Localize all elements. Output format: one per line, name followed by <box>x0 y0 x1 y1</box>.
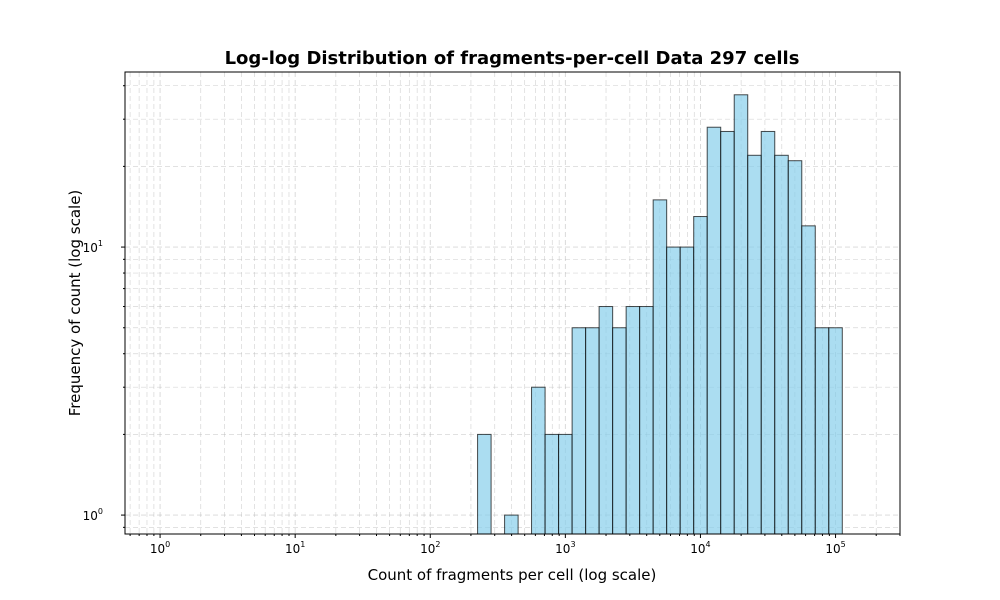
histogram-bar <box>666 246 681 535</box>
y-tick-label: 101 <box>83 239 103 255</box>
histogram-bar <box>585 327 600 535</box>
x-tick-label: 105 <box>825 540 845 556</box>
histogram-bar <box>774 154 789 535</box>
histogram-bar <box>544 433 560 535</box>
histogram-bar <box>828 327 843 535</box>
histogram-bar <box>612 327 627 535</box>
x-tick-label: 101 <box>285 540 305 556</box>
histogram-bar <box>693 216 708 535</box>
histogram-bar <box>639 306 654 535</box>
histogram-bar <box>720 130 735 535</box>
histogram-bar <box>504 514 519 535</box>
histogram-bar <box>760 130 776 535</box>
x-tick-label: 104 <box>690 540 710 556</box>
histogram-bar <box>558 433 573 535</box>
plot-frame <box>124 71 901 535</box>
histogram-bar <box>531 386 546 535</box>
histogram-bar <box>571 327 587 535</box>
x-tick-label: 103 <box>555 540 575 556</box>
histogram-bar <box>787 160 803 535</box>
x-axis-label: Count of fragments per cell (log scale) <box>368 566 657 584</box>
histogram-bar <box>652 199 668 535</box>
histogram-bar <box>747 154 762 535</box>
axis-ticks: 100 101 102 103 104 105 100 101 <box>83 85 901 556</box>
histogram-bar <box>706 126 722 535</box>
chart-title: Log-log Distribution of fragments-per-ce… <box>225 48 800 69</box>
histogram-bar <box>801 225 816 535</box>
y-tick-label: 100 <box>83 507 103 523</box>
histogram-bar <box>733 94 749 535</box>
histogram-bar <box>477 433 492 535</box>
y-axis-label: Frequency of count (log scale) <box>66 190 84 417</box>
histogram-bar <box>679 246 695 535</box>
histogram-bars <box>477 94 843 535</box>
histogram-bar <box>598 306 614 535</box>
histogram-bar <box>625 306 641 535</box>
histogram-bar <box>814 327 830 535</box>
x-tick-label: 100 <box>150 540 170 556</box>
x-tick-label: 102 <box>420 540 440 556</box>
